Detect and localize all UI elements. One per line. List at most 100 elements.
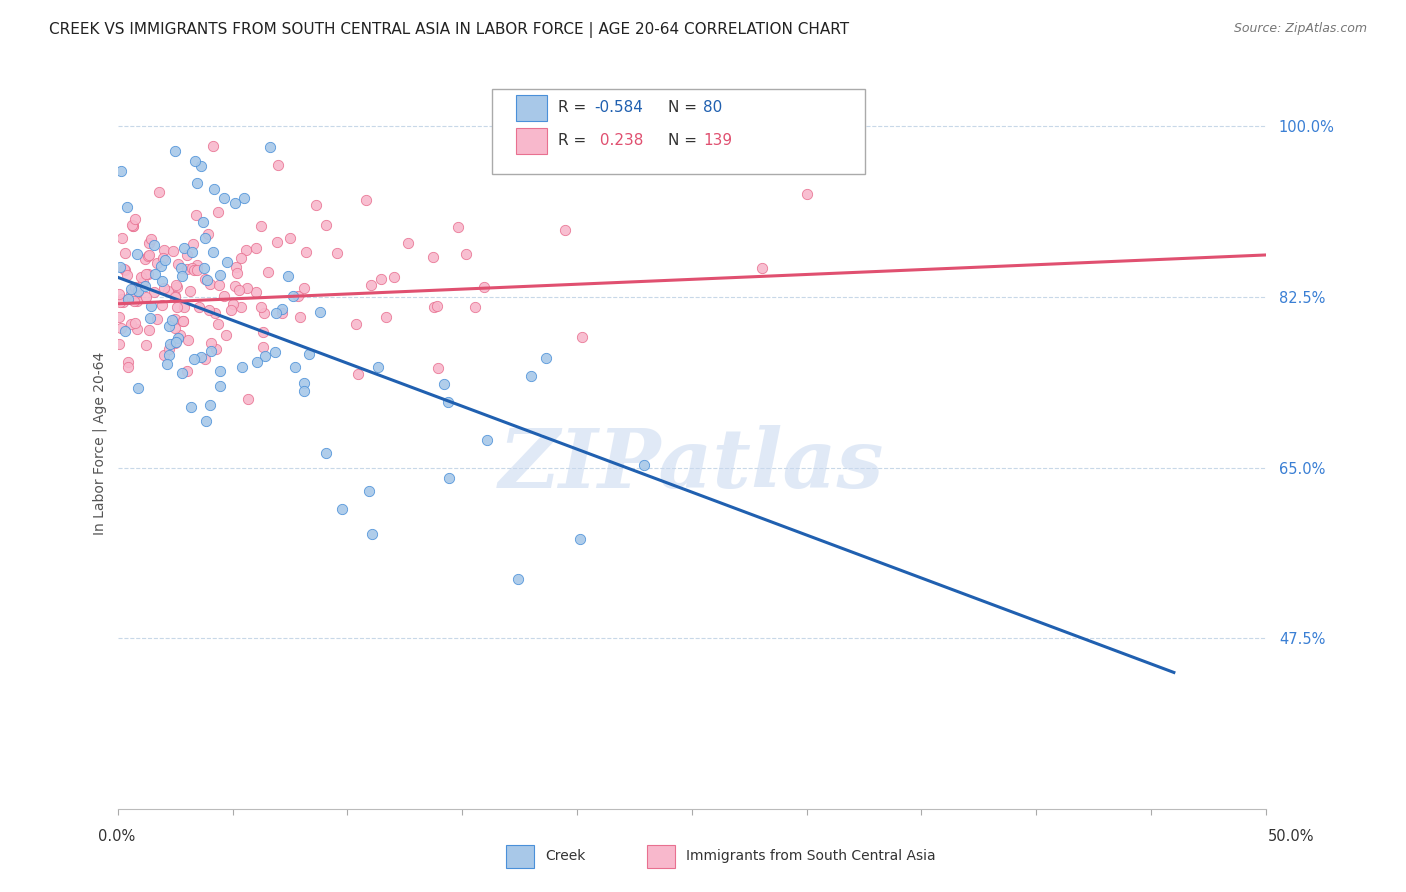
Point bbox=[357, 483, 380, 498]
Point bbox=[292, 281, 315, 295]
Point bbox=[117, 200, 139, 214]
Point bbox=[173, 241, 195, 255]
Point bbox=[157, 342, 180, 356]
Point bbox=[454, 247, 477, 261]
Point bbox=[111, 230, 134, 244]
Point bbox=[176, 248, 198, 262]
Point bbox=[235, 281, 257, 295]
Point bbox=[173, 300, 195, 314]
Point bbox=[252, 325, 274, 339]
Point bbox=[472, 280, 495, 294]
Point bbox=[153, 243, 176, 257]
Text: CREEK VS IMMIGRANTS FROM SOUTH CENTRAL ASIA IN LABOR FORCE | AGE 20-64 CORRELATI: CREEK VS IMMIGRANTS FROM SOUTH CENTRAL A… bbox=[49, 22, 849, 38]
Point bbox=[150, 298, 173, 312]
Point bbox=[207, 318, 229, 332]
Point bbox=[214, 191, 236, 205]
Point bbox=[176, 262, 198, 277]
Point bbox=[120, 287, 142, 301]
Point bbox=[271, 301, 294, 316]
Point bbox=[166, 300, 188, 314]
Point bbox=[125, 321, 148, 335]
Point bbox=[198, 398, 221, 412]
Point bbox=[231, 359, 253, 374]
Point bbox=[422, 300, 444, 314]
Point bbox=[124, 294, 146, 309]
Point bbox=[229, 251, 252, 265]
Point bbox=[165, 277, 187, 292]
Text: N =: N = bbox=[668, 133, 702, 147]
Point bbox=[751, 260, 773, 275]
Point bbox=[117, 292, 139, 306]
Point bbox=[138, 323, 160, 337]
Point bbox=[120, 317, 142, 331]
Point bbox=[245, 241, 267, 255]
Point bbox=[190, 351, 212, 365]
Point bbox=[294, 384, 316, 399]
Point bbox=[177, 333, 200, 347]
Point bbox=[200, 336, 222, 351]
Point bbox=[157, 348, 180, 362]
Point bbox=[180, 245, 202, 260]
Point bbox=[284, 359, 307, 374]
Point bbox=[250, 301, 273, 315]
Point bbox=[150, 259, 173, 273]
Point bbox=[288, 310, 311, 325]
Point bbox=[437, 395, 460, 409]
Point bbox=[135, 290, 157, 304]
Point bbox=[110, 321, 132, 335]
Text: Creek: Creek bbox=[546, 849, 586, 863]
Point bbox=[108, 286, 131, 301]
Point bbox=[165, 289, 187, 303]
Point bbox=[257, 265, 280, 279]
Point bbox=[170, 269, 193, 284]
Point bbox=[124, 316, 146, 330]
Point bbox=[536, 351, 558, 365]
Point bbox=[202, 181, 225, 195]
Point bbox=[437, 471, 460, 485]
Point bbox=[165, 334, 187, 349]
Point bbox=[236, 392, 259, 407]
Text: -0.584: -0.584 bbox=[595, 100, 644, 114]
Point bbox=[165, 321, 187, 335]
Point bbox=[204, 342, 226, 356]
Point bbox=[152, 281, 174, 295]
Point bbox=[292, 376, 315, 390]
Point bbox=[208, 378, 231, 392]
Point bbox=[224, 278, 246, 293]
Point bbox=[127, 381, 149, 395]
Point bbox=[633, 458, 655, 472]
Point bbox=[425, 299, 447, 313]
Point bbox=[181, 260, 204, 275]
Point bbox=[298, 346, 321, 360]
Point bbox=[245, 354, 267, 368]
Point bbox=[108, 310, 131, 324]
Point bbox=[143, 267, 166, 281]
Point bbox=[250, 219, 273, 234]
Point bbox=[235, 243, 257, 257]
Point bbox=[360, 527, 382, 541]
Point bbox=[194, 231, 217, 245]
Point bbox=[117, 359, 139, 374]
Point bbox=[110, 164, 132, 178]
Point bbox=[222, 297, 245, 311]
Point bbox=[520, 369, 543, 384]
Point bbox=[346, 367, 368, 381]
Text: ZIPatlas: ZIPatlas bbox=[499, 425, 884, 505]
Point bbox=[194, 352, 217, 367]
Point bbox=[287, 289, 309, 303]
Point bbox=[129, 269, 152, 284]
Point bbox=[295, 244, 318, 259]
Point bbox=[152, 251, 174, 265]
Point bbox=[163, 336, 186, 351]
Point bbox=[138, 310, 160, 325]
Point bbox=[229, 300, 252, 314]
Point bbox=[263, 345, 285, 359]
Point bbox=[506, 572, 529, 586]
Point bbox=[167, 257, 190, 271]
Point bbox=[114, 263, 136, 277]
Text: 0.238: 0.238 bbox=[595, 133, 643, 147]
Point bbox=[163, 312, 186, 326]
Point bbox=[224, 195, 246, 210]
Point bbox=[433, 377, 456, 392]
Point bbox=[252, 306, 274, 320]
